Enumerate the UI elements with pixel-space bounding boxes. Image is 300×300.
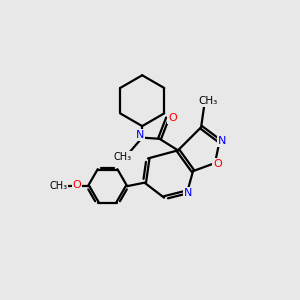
Text: O: O	[73, 181, 81, 190]
Text: N: N	[136, 130, 145, 140]
Text: CH₃: CH₃	[113, 152, 132, 162]
Text: N: N	[184, 188, 193, 198]
Text: O: O	[213, 159, 222, 169]
Text: CH₃: CH₃	[198, 96, 218, 106]
Text: O: O	[168, 113, 177, 123]
Text: N: N	[218, 136, 226, 146]
Text: CH₃: CH₃	[49, 181, 68, 191]
